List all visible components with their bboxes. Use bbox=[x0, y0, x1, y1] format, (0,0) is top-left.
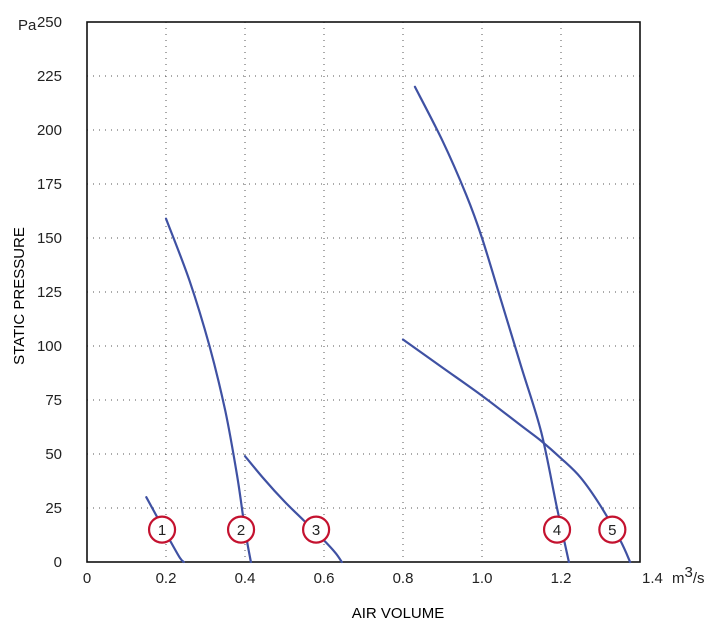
marker-circle bbox=[226, 515, 256, 544]
series-line-4 bbox=[413, 85, 570, 564]
series-line-5 bbox=[401, 338, 632, 564]
y-tick-label: 125 bbox=[37, 284, 62, 301]
series-line-2 bbox=[164, 217, 252, 564]
marker-label: 2 bbox=[237, 522, 245, 539]
series-marker-2: 2 bbox=[226, 515, 256, 544]
x-tick-label: 0.6 bbox=[314, 570, 335, 587]
x-unit-label: m3/s bbox=[672, 564, 705, 587]
y-tick-label: 75 bbox=[45, 392, 62, 409]
series-line-3 bbox=[243, 455, 343, 564]
y-tick-label: 0 bbox=[54, 554, 62, 571]
x-tick-label: 1.2 bbox=[551, 570, 572, 587]
y-tick-label: 25 bbox=[45, 500, 62, 517]
x-tick-label: 0 bbox=[83, 570, 91, 587]
series-marker-4: 4 bbox=[542, 515, 572, 544]
marker-label: 4 bbox=[553, 522, 561, 539]
y-tick-label: 200 bbox=[37, 122, 62, 139]
y-tick-label: 100 bbox=[37, 338, 62, 355]
marker-circle bbox=[598, 515, 627, 544]
x-tick-label: 0.4 bbox=[235, 570, 256, 587]
y-tick-label: 50 bbox=[45, 446, 62, 463]
marker-label: 5 bbox=[608, 522, 616, 539]
y-tick-label: 175 bbox=[37, 176, 62, 193]
plot-frame bbox=[86, 21, 641, 563]
series-marker-3: 3 bbox=[302, 515, 331, 544]
marker-circle bbox=[147, 515, 177, 544]
y-tick-label: 150 bbox=[37, 230, 62, 247]
x-tick-label: 1.4 bbox=[642, 570, 663, 587]
series-lines bbox=[145, 85, 632, 564]
y-unit-label: Pa bbox=[18, 17, 37, 34]
y-tick-label: 225 bbox=[37, 68, 62, 85]
series-markers: 1 2 3 4 5 bbox=[147, 515, 627, 544]
series-marker-5: 5 bbox=[598, 515, 627, 544]
grid bbox=[87, 22, 640, 562]
marker-circle bbox=[542, 515, 572, 544]
x-tick-label: 0.2 bbox=[156, 570, 177, 587]
marker-label: 3 bbox=[312, 522, 320, 539]
y-tick-label: 250 bbox=[37, 14, 62, 31]
marker-circle bbox=[302, 515, 331, 544]
x-axis-title: AIR VOLUME bbox=[352, 605, 445, 622]
series-marker-1: 1 bbox=[147, 515, 177, 544]
x-tick-label: 1.0 bbox=[472, 570, 493, 587]
x-tick-label: 0.8 bbox=[393, 570, 414, 587]
y-axis-title: STATIC PRESSURE bbox=[11, 227, 28, 365]
marker-label: 1 bbox=[158, 522, 166, 539]
